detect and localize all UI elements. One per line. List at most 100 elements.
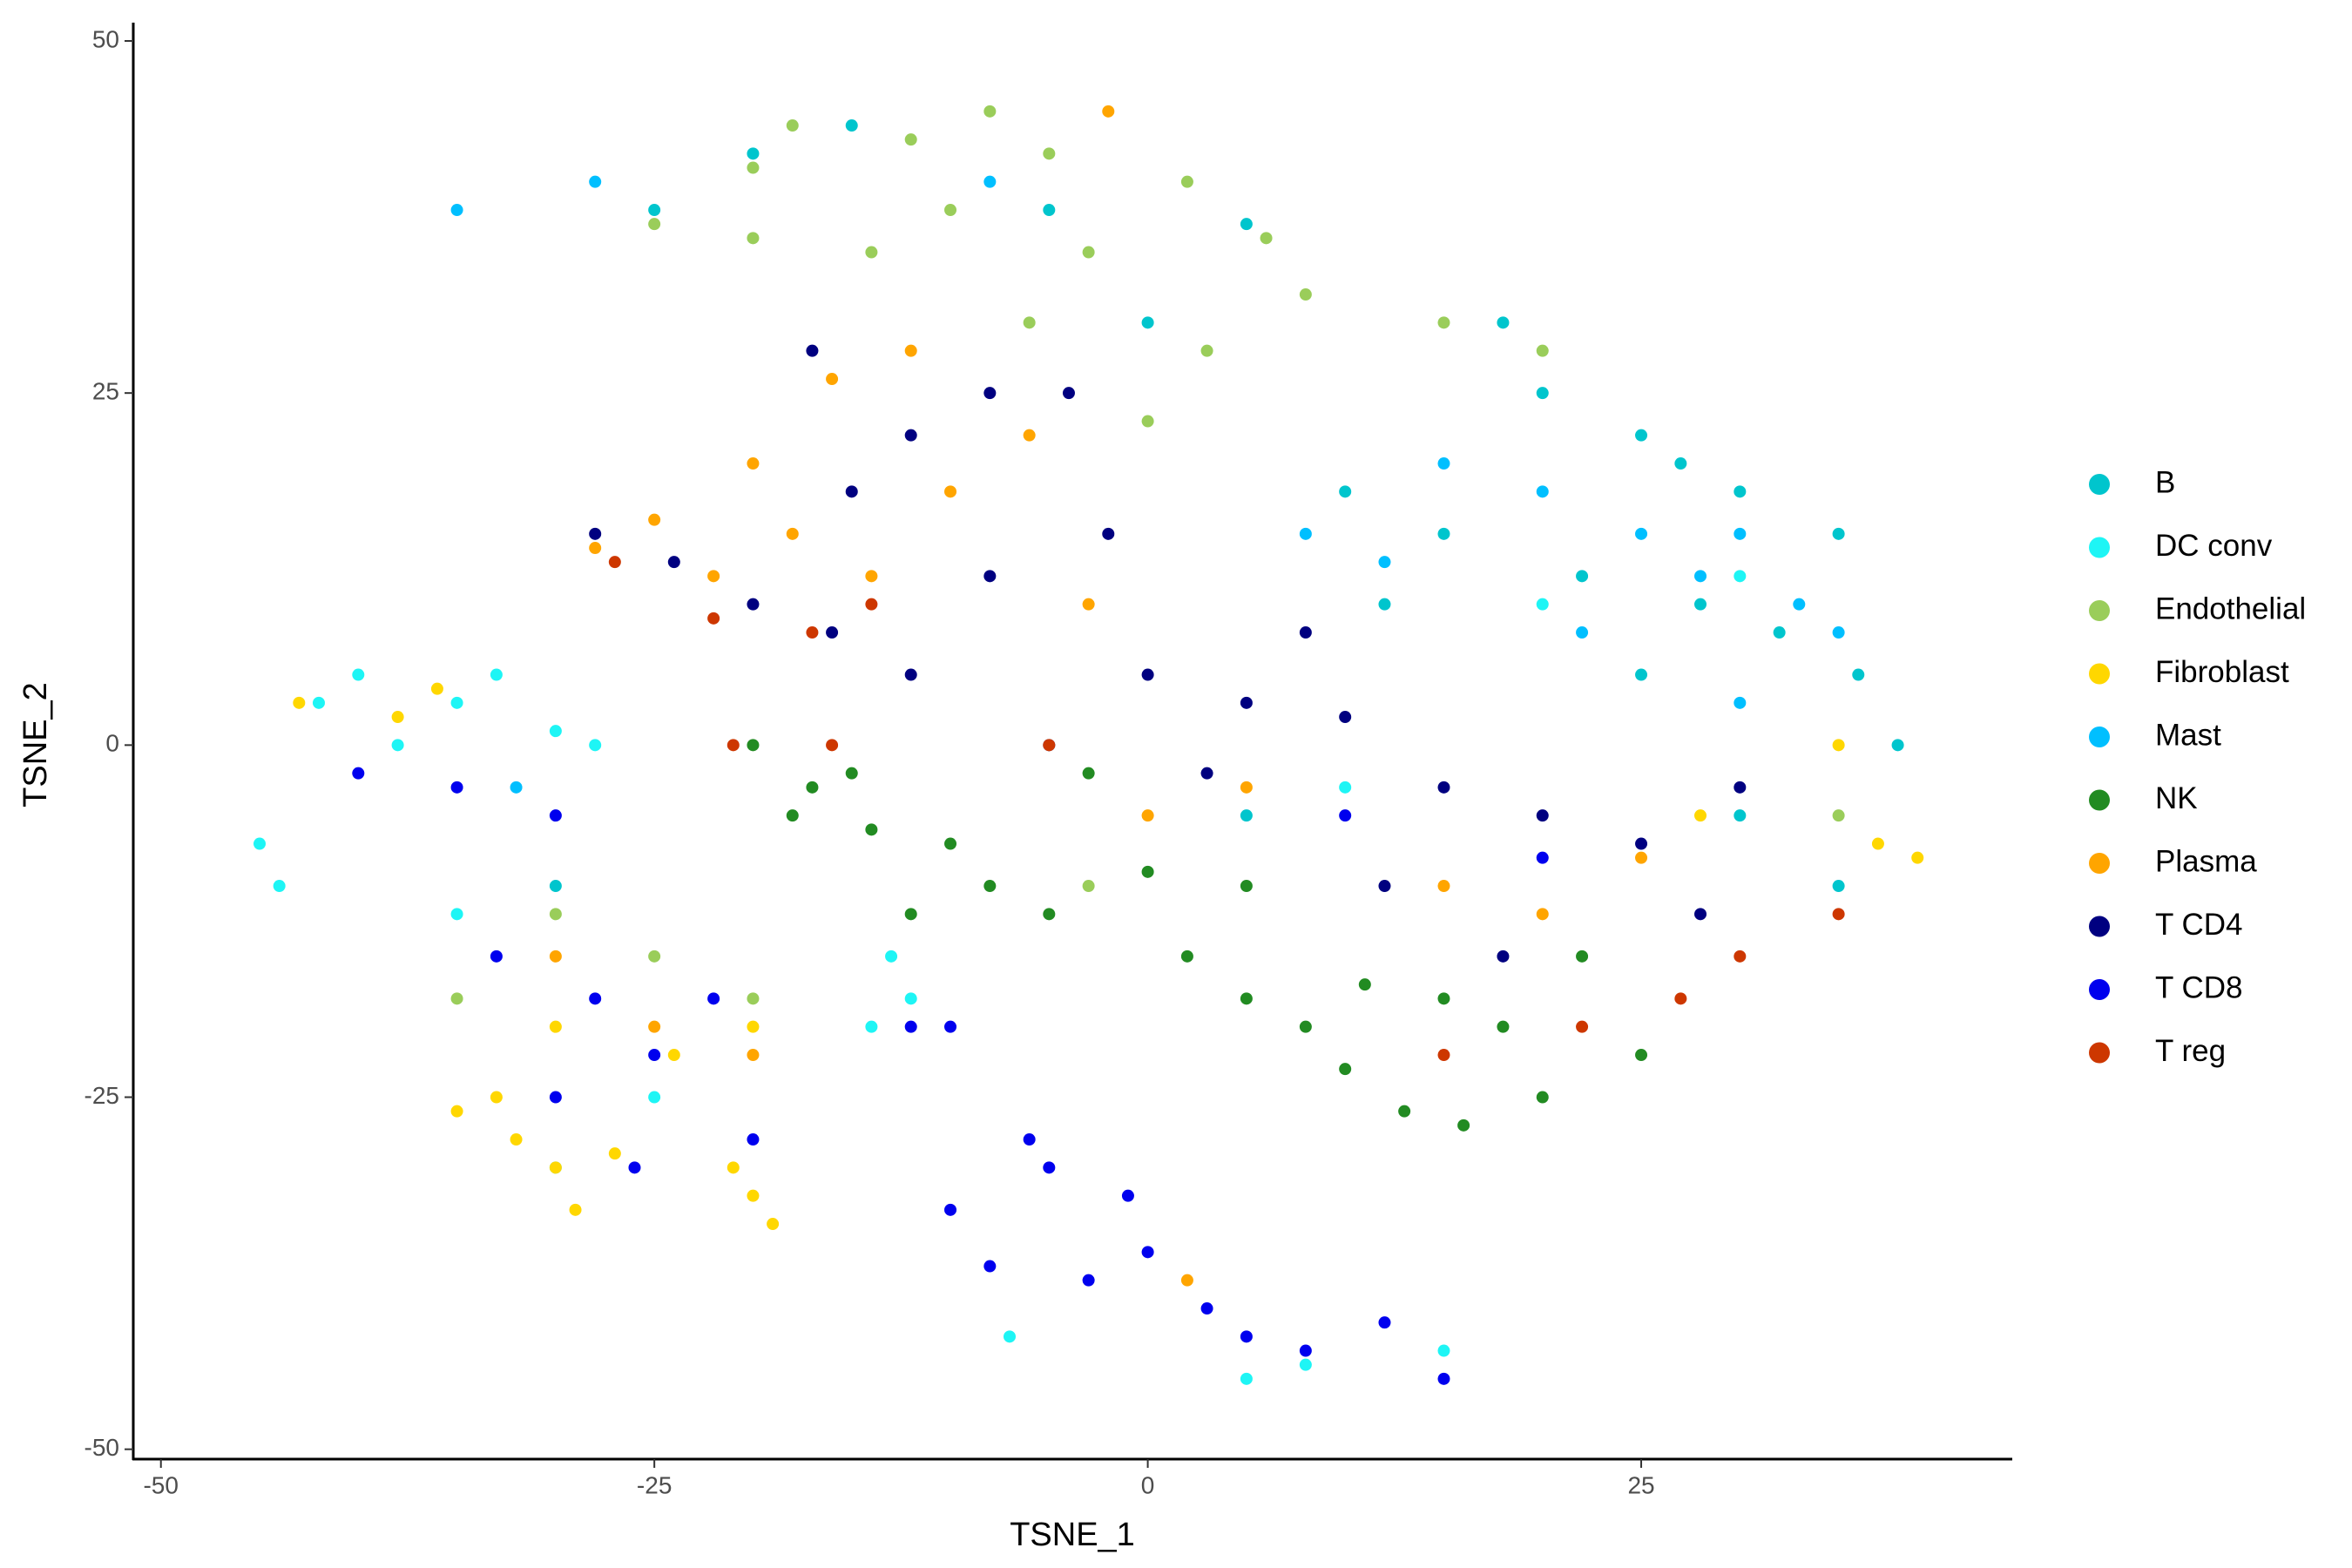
point [549, 880, 562, 893]
point [904, 1020, 917, 1033]
point [904, 429, 917, 442]
point [490, 1091, 503, 1104]
point [767, 1218, 780, 1231]
point [1694, 598, 1707, 611]
point [549, 950, 562, 963]
point [1043, 908, 1056, 921]
legend-key [2089, 916, 2110, 937]
point [1141, 865, 1154, 878]
point [1832, 739, 1845, 752]
point [1299, 1344, 1312, 1357]
point [1694, 908, 1707, 921]
point [1635, 527, 1648, 540]
point [1694, 570, 1707, 583]
legend-key [2089, 853, 2110, 874]
point [786, 527, 799, 540]
point [826, 626, 839, 639]
point [1240, 1330, 1253, 1343]
point [747, 739, 760, 752]
point [845, 767, 858, 780]
point [1398, 1105, 1411, 1118]
point [1911, 851, 1924, 864]
point [1832, 908, 1845, 921]
point [1437, 1049, 1450, 1062]
point [845, 119, 858, 132]
point [747, 1189, 760, 1202]
point [747, 147, 760, 160]
point [806, 344, 819, 357]
point [1497, 316, 1510, 329]
point [1102, 527, 1115, 540]
point [1536, 598, 1549, 611]
x-axis-title: TSNE_1 [1010, 1517, 1135, 1553]
point [589, 542, 602, 555]
point [865, 823, 878, 836]
point [747, 992, 760, 1005]
point [549, 1161, 562, 1174]
point [1339, 711, 1352, 724]
y-tick-label: -50 [84, 1434, 119, 1461]
legend-key [2089, 979, 2110, 1000]
point [1180, 175, 1193, 188]
x-tick-label: 0 [1141, 1471, 1155, 1498]
point [944, 1203, 957, 1216]
point [826, 373, 839, 386]
point [1734, 527, 1747, 540]
point [1299, 288, 1312, 301]
point [1635, 429, 1648, 442]
legend-label: DC conv [2155, 529, 2273, 563]
point [1180, 1274, 1193, 1287]
point [885, 950, 898, 963]
point [549, 809, 562, 822]
point [1891, 739, 1904, 752]
point [430, 682, 443, 695]
point [589, 992, 602, 1005]
point [1102, 105, 1115, 118]
legend-label: Plasma [2155, 844, 2257, 878]
point [1536, 809, 1549, 822]
point [1378, 880, 1391, 893]
point [1043, 739, 1056, 752]
point [944, 837, 957, 850]
point [1773, 626, 1786, 639]
point [727, 1161, 740, 1174]
point [826, 739, 839, 752]
point [450, 908, 463, 921]
point [628, 1161, 641, 1174]
point [806, 781, 819, 794]
point [352, 668, 365, 681]
point [1043, 147, 1056, 160]
point [1832, 626, 1845, 639]
point [806, 626, 819, 639]
point [707, 992, 720, 1005]
point [1339, 1063, 1352, 1076]
point [589, 175, 602, 188]
point [1082, 880, 1095, 893]
point [293, 696, 306, 709]
point [1121, 1189, 1134, 1202]
point [1497, 1020, 1510, 1033]
point [1043, 1161, 1056, 1174]
legend-label: T CD4 [2155, 908, 2243, 942]
point [1871, 837, 1884, 850]
point [727, 739, 740, 752]
point [1082, 1274, 1095, 1287]
point [1043, 204, 1056, 217]
point [845, 485, 858, 498]
point [1141, 316, 1154, 329]
point [1240, 809, 1253, 822]
point [1536, 387, 1549, 400]
legend-label: Fibroblast [2155, 655, 2289, 689]
point [944, 204, 957, 217]
point [1082, 598, 1095, 611]
point [1200, 344, 1213, 357]
point [490, 668, 503, 681]
point [1734, 485, 1747, 498]
point [1734, 809, 1747, 822]
point [648, 1091, 661, 1104]
point [747, 1020, 760, 1033]
point [569, 1203, 582, 1216]
point [1576, 626, 1589, 639]
point [450, 1105, 463, 1118]
